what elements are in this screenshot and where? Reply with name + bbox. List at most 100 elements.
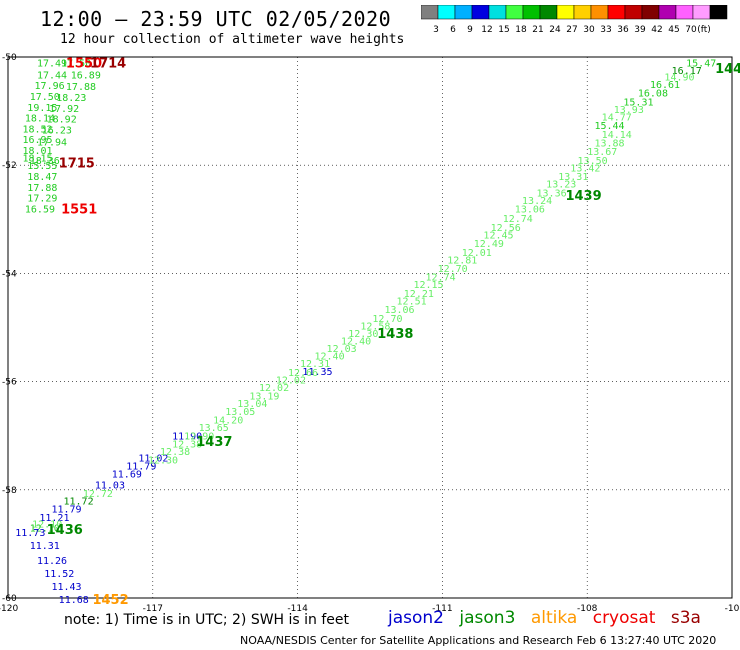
color-tick-label: 3 [433, 25, 439, 35]
wave-height-label: 11.79 [51, 505, 81, 516]
color-swatch [709, 5, 728, 20]
wave-height-label: 12.66 [288, 368, 318, 379]
legend-altika: altika [530, 608, 578, 628]
pass-time-label: 1714 [90, 56, 126, 71]
wave-height-label: 12.56 [491, 223, 521, 234]
wave-height-label: 11.52 [44, 569, 74, 580]
chart-subtitle: 12 hour collection of altimeter wave hei… [60, 32, 405, 47]
wave-height-label: 13.24 [522, 196, 552, 207]
wave-height-label: 12.70 [372, 314, 402, 325]
wave-height-label: 13.04 [237, 399, 267, 410]
color-tick-label: 24 [549, 25, 561, 35]
wave-height-label: 12.21 [404, 289, 434, 300]
wave-height-label: 15.55 [27, 161, 57, 172]
wave-height-label: 12.81 [447, 255, 477, 266]
wave-height-label: 18.14 [25, 114, 55, 125]
wave-height-label: 16.61 [650, 80, 680, 91]
wave-height-label: 11.69 [112, 470, 142, 481]
wave-height-label: 11.35 [302, 367, 332, 378]
wave-height-label: 12.02 [276, 375, 306, 386]
color-tick-label: 70 [685, 25, 697, 35]
color-tick-label: 15 [498, 25, 509, 35]
wave-height-label: 16.59 [25, 204, 55, 215]
x-tick-label: -10 [725, 604, 740, 612]
wave-height-label: 12.38 [172, 439, 202, 450]
wave-height-label: 19.15 [27, 103, 57, 114]
wave-height-label: 11.02 [138, 453, 168, 464]
pass-time-label: 1452 [92, 593, 128, 608]
wave-height-label: 13.65 [199, 423, 229, 434]
x-tick-label: -114 [287, 604, 308, 612]
color-tick-label: 45 [668, 25, 679, 35]
y-tick-label: -60 [2, 594, 17, 604]
x-tick-label: -108 [577, 604, 598, 612]
wave-height-label: 15.47 [686, 58, 716, 69]
pass-time-label: 1437 [196, 435, 232, 450]
wave-height-label: 12.70 [438, 264, 468, 275]
wave-height-label: 12.90 [184, 432, 214, 443]
wave-height-label: 13.23 [546, 180, 576, 191]
wave-height-label: 18.15 [22, 154, 52, 165]
x-tick-label: -120 [0, 604, 18, 612]
wave-height-label: 13.42 [570, 163, 600, 174]
wave-height-label: 14.20 [213, 415, 243, 426]
wave-height-label: 14.14 [602, 130, 632, 141]
wave-height-label: 17.94 [37, 137, 67, 148]
color-tick-label: 42 [651, 25, 662, 35]
pass-time-label: 1715 [59, 156, 95, 171]
wave-height-label: 12.72 [83, 489, 113, 500]
wave-height-label: 11.03 [95, 480, 125, 491]
footnote: note: 1) Time is in UTC; 2) SWH is in fe… [64, 612, 350, 628]
credit-footer: NOAA/NESDIS Center for Satellite Applica… [240, 634, 717, 647]
wave-height-label: 12.02 [259, 383, 289, 394]
x-tick-label: -117 [143, 604, 163, 612]
legend-jason2: jason2 [388, 608, 444, 628]
pass-time-label: 1439 [565, 189, 601, 204]
color-tick-label: 30 [583, 25, 595, 35]
color-tick-label: 18 [515, 25, 527, 35]
plot-frame [7, 56, 733, 599]
wave-height-label: 17.96 [35, 81, 65, 92]
x-tick-label: -111 [432, 604, 452, 612]
wave-height-label: 16.89 [71, 70, 101, 81]
plot-area: -120 -117 -114 -111 -108 -10 -50 -52 -54 -56 -58 -6… [0, 53, 740, 612]
y-tick-label: -52 [2, 161, 17, 171]
color-tick-label: 36 [617, 25, 629, 35]
wave-height-label: 12.30 [348, 329, 378, 340]
y-tick-label: -56 [2, 378, 17, 388]
legend-s3a: s3a [670, 608, 701, 628]
wave-height-label: 18.92 [47, 115, 77, 126]
color-tick-label: (ft) [697, 25, 711, 35]
wave-height-label: 15.31 [623, 97, 653, 108]
color-tick-label: 21 [532, 25, 543, 35]
wave-height-label: 11.90 [172, 432, 202, 443]
y-tick-label: -58 [2, 486, 17, 496]
wave-height-label: 12.10 [30, 524, 60, 535]
legend: jason2 jason3 altika cryosat s3a [388, 608, 711, 628]
wave-height-label: 17.88 [27, 183, 57, 194]
wave-height-label: 12.49 [474, 239, 504, 250]
wave-height-label: 12.30 [148, 456, 178, 467]
wave-height-label: 11.43 [51, 582, 81, 593]
wave-height-label: 12.45 [483, 230, 513, 241]
color-tick-label: 12 [481, 25, 492, 35]
wave-height-label: 11.68 [59, 595, 89, 606]
wave-height-label: 12.31 [300, 359, 330, 370]
wave-height-label: 13.67 [587, 147, 617, 158]
y-tick-label: -50 [2, 53, 17, 63]
chart-title: 12:00 – 23:59 UTC 02/05/2020 [40, 7, 392, 31]
color-scale-bar: 3 6 9 12 15 18 21 24 27 30 33 36 39 42 45 70 (ft) [421, 5, 728, 35]
wave-height-label: 12.01 [462, 248, 492, 259]
color-tick-label: 39 [634, 25, 646, 35]
color-tick-label: 33 [600, 25, 611, 35]
wave-height-label: 16.17 [672, 66, 702, 77]
wave-height-label: 13.93 [614, 105, 644, 116]
wave-height-label: 17.92 [49, 104, 79, 115]
wave-height-label: 17.44 [37, 70, 67, 81]
wave-height-label: 15.44 [594, 121, 624, 132]
wave-height-label: 13.88 [594, 138, 624, 149]
wave-height-label: 12.40 [314, 352, 344, 363]
wave-height-label: 14.77 [602, 113, 632, 124]
color-tick-label: 6 [450, 25, 456, 35]
wave-height-label: 13.05 [225, 407, 255, 418]
